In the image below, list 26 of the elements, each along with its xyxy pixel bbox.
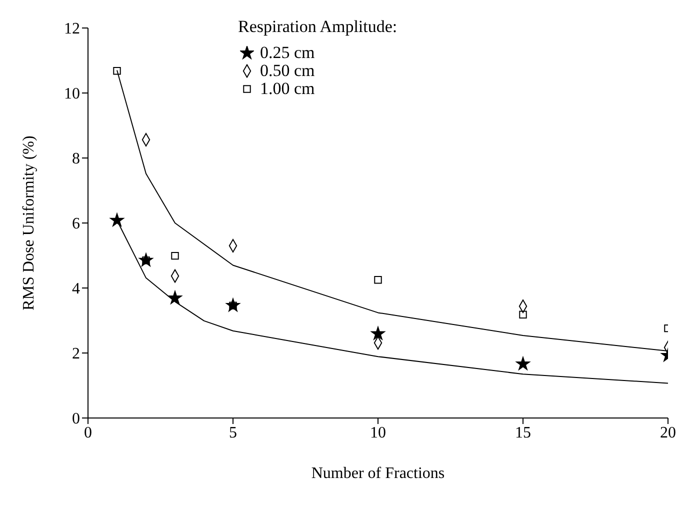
y-axis-title: RMS Dose Uniformity (%) [20,136,38,310]
point [516,356,530,370]
x-tick-label: 0 [84,424,92,442]
point [110,213,124,226]
x-tick-label: 15 [515,424,531,442]
point [371,326,385,340]
point [171,252,179,260]
y-tick-label: 12 [64,20,80,38]
y-tick-label: 8 [72,150,80,168]
point [168,290,182,304]
legend-label: 0.50 cm [260,61,315,80]
x-tick-label: 20 [660,424,676,442]
y-tick-label: 2 [72,346,80,363]
legend-label: 0.25 cm [260,43,315,62]
legend-label: 1.00 cm [260,79,315,98]
y-tick-label: 10 [64,86,80,103]
point [113,67,121,75]
point [519,310,527,319]
x-tick-label: 5 [229,424,237,442]
y-tick-label: 4 [72,280,80,298]
point [374,276,382,284]
x-axis-title: Number of Fractions [311,465,445,482]
x-tick-label: 10 [370,424,386,442]
y-tick-label: 6 [72,216,80,233]
legend-title: Respiration Amplitude: [238,17,398,36]
y-tick-label: 0 [72,410,80,428]
